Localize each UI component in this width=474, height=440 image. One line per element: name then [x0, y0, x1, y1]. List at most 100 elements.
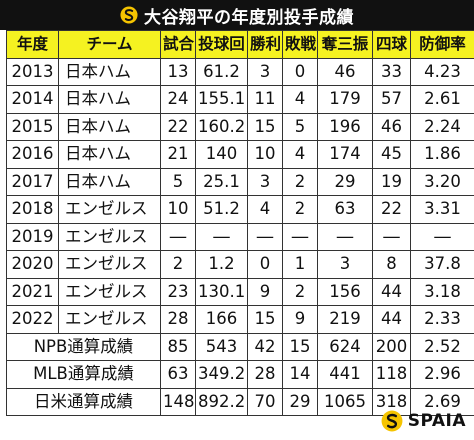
cell-total-label: NPB通算成績 — [6, 332, 161, 361]
cell-era: 3.31 — [410, 195, 474, 224]
table-total-row: 日米通算成績 148 892.2 70 29 1065 318 2.69 — [6, 387, 474, 416]
cell-year: 2015 — [6, 112, 59, 141]
cell-year: 2017 — [6, 167, 59, 196]
cell-losses: 4 — [282, 85, 318, 114]
cell-games: ― — [160, 222, 196, 251]
cell-era: 2.69 — [410, 387, 474, 416]
cell-wins: 0 — [247, 250, 283, 279]
cell-innings: 166 — [195, 305, 248, 334]
cell-team: 日本ハム — [58, 85, 161, 114]
cell-team: 日本ハム — [58, 140, 161, 169]
cell-era: 4.23 — [410, 57, 474, 86]
spaia-logo-icon — [381, 410, 403, 432]
cell-wins: ― — [247, 222, 283, 251]
col-header-innings: 投球回 — [195, 30, 248, 59]
cell-losses: 9 — [282, 305, 318, 334]
cell-innings: ― — [195, 222, 248, 251]
cell-team: エンゼルス — [58, 195, 161, 224]
cell-innings: 892.2 — [195, 387, 248, 416]
cell-strikeouts: 63 — [317, 195, 373, 224]
col-header-year: 年度 — [6, 30, 59, 59]
cell-innings: 61.2 — [195, 57, 248, 86]
cell-innings: 51.2 — [195, 195, 248, 224]
brand-name: SPAIA — [407, 411, 466, 431]
cell-era: 2.61 — [410, 85, 474, 114]
cell-losses: 4 — [282, 140, 318, 169]
cell-year: 2013 — [6, 57, 59, 86]
cell-strikeouts: 174 — [317, 140, 373, 169]
cell-wins: 42 — [247, 332, 283, 361]
cell-walks: 45 — [372, 140, 411, 169]
cell-walks: 8 — [372, 250, 411, 279]
page-title: 大谷翔平の年度別投手成績 — [144, 7, 354, 28]
cell-team: エンゼルス — [58, 222, 161, 251]
cell-year: 2020 — [6, 250, 59, 279]
cell-era: 37.8 — [410, 250, 474, 279]
cell-losses: 5 — [282, 112, 318, 141]
cell-era: 3.20 — [410, 167, 474, 196]
cell-strikeouts: 3 — [317, 250, 373, 279]
title-bar: 大谷翔平の年度別投手成績 — [0, 0, 474, 30]
col-header-wins: 勝利 — [247, 30, 283, 59]
table-row: 2021 エンゼルス 23 130.1 9 2 156 44 3.18 — [6, 277, 474, 306]
cell-strikeouts: 46 — [317, 57, 373, 86]
cell-innings: 349.2 — [195, 360, 248, 389]
cell-era: 2.52 — [410, 332, 474, 361]
cell-year: 2014 — [6, 85, 59, 114]
cell-walks: 44 — [372, 305, 411, 334]
cell-games: 5 — [160, 167, 196, 196]
cell-walks: 46 — [372, 112, 411, 141]
cell-strikeouts: 219 — [317, 305, 373, 334]
cell-wins: 28 — [247, 360, 283, 389]
cell-era: 1.86 — [410, 140, 474, 169]
col-header-team: チーム — [58, 30, 161, 59]
cell-strikeouts: 1065 — [317, 387, 373, 416]
table-row: 2014 日本ハム 24 155.1 11 4 179 57 2.61 — [6, 85, 474, 114]
cell-team: 日本ハム — [58, 167, 161, 196]
table-header-row: 年度 チーム 試合 投球回 勝利 敗戦 奪三振 四球 防御率 — [6, 30, 474, 59]
cell-games: 28 — [160, 305, 196, 334]
cell-losses: 0 — [282, 57, 318, 86]
cell-walks: 19 — [372, 167, 411, 196]
cell-walks: 118 — [372, 360, 411, 389]
table-row: 2019 エンゼルス ― ― ― ― ― ― ― — [6, 222, 474, 251]
cell-era: ― — [410, 222, 474, 251]
cell-walks: 33 — [372, 57, 411, 86]
cell-losses: 2 — [282, 195, 318, 224]
table-row: 2013 日本ハム 13 61.2 3 0 46 33 4.23 — [6, 57, 474, 86]
cell-walks: 200 — [372, 332, 411, 361]
cell-games: 63 — [160, 360, 196, 389]
cell-strikeouts: 179 — [317, 85, 373, 114]
cell-losses: 1 — [282, 250, 318, 279]
cell-games: 148 — [160, 387, 196, 416]
cell-innings: 160.2 — [195, 112, 248, 141]
cell-era: 2.33 — [410, 305, 474, 334]
cell-wins: 4 — [247, 195, 283, 224]
table-total-row: NPB通算成績 85 543 42 15 624 200 2.52 — [6, 332, 474, 361]
pitching-stats-table: 年度 チーム 試合 投球回 勝利 敗戦 奪三振 四球 防御率 2013 日本ハム 1… — [6, 30, 474, 416]
col-header-games: 試合 — [160, 30, 196, 59]
table-row: 2016 日本ハム 21 140 10 4 174 45 1.86 — [6, 140, 474, 169]
table-row: 2020 エンゼルス 2 1.2 0 1 3 8 37.8 — [6, 250, 474, 279]
spaia-logo-icon — [120, 6, 138, 24]
cell-innings: 130.1 — [195, 277, 248, 306]
cell-total-label: 日米通算成績 — [6, 387, 161, 416]
cell-strikeouts: 156 — [317, 277, 373, 306]
cell-losses: ― — [282, 222, 318, 251]
cell-walks: 57 — [372, 85, 411, 114]
cell-wins: 3 — [247, 57, 283, 86]
cell-losses: 2 — [282, 167, 318, 196]
cell-wins: 11 — [247, 85, 283, 114]
cell-wins: 10 — [247, 140, 283, 169]
cell-total-label: MLB通算成績 — [6, 360, 161, 389]
cell-wins: 3 — [247, 167, 283, 196]
col-header-era: 防御率 — [410, 30, 474, 59]
cell-games: 23 — [160, 277, 196, 306]
cell-innings: 25.1 — [195, 167, 248, 196]
cell-innings: 1.2 — [195, 250, 248, 279]
cell-wins: 15 — [247, 305, 283, 334]
cell-year: 2018 — [6, 195, 59, 224]
cell-strikeouts: ― — [317, 222, 373, 251]
cell-innings: 543 — [195, 332, 248, 361]
cell-games: 13 — [160, 57, 196, 86]
